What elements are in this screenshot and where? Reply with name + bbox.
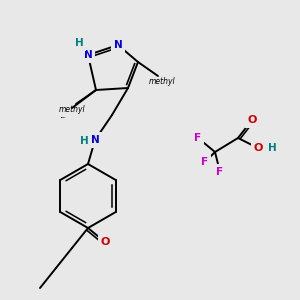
Text: O: O — [253, 143, 263, 153]
Text: N: N — [91, 135, 99, 145]
Text: N: N — [114, 40, 122, 50]
Text: H: H — [75, 38, 83, 48]
Text: H: H — [80, 136, 88, 146]
Text: methyl: methyl — [61, 116, 67, 118]
Text: N: N — [84, 50, 92, 60]
Text: F: F — [201, 157, 208, 167]
Text: methyl: methyl — [149, 77, 175, 86]
Text: F: F — [194, 133, 202, 143]
Text: O: O — [100, 237, 110, 247]
Text: H: H — [268, 143, 276, 153]
Text: methyl: methyl — [59, 106, 85, 115]
Text: O: O — [247, 115, 257, 125]
Text: F: F — [216, 167, 224, 177]
